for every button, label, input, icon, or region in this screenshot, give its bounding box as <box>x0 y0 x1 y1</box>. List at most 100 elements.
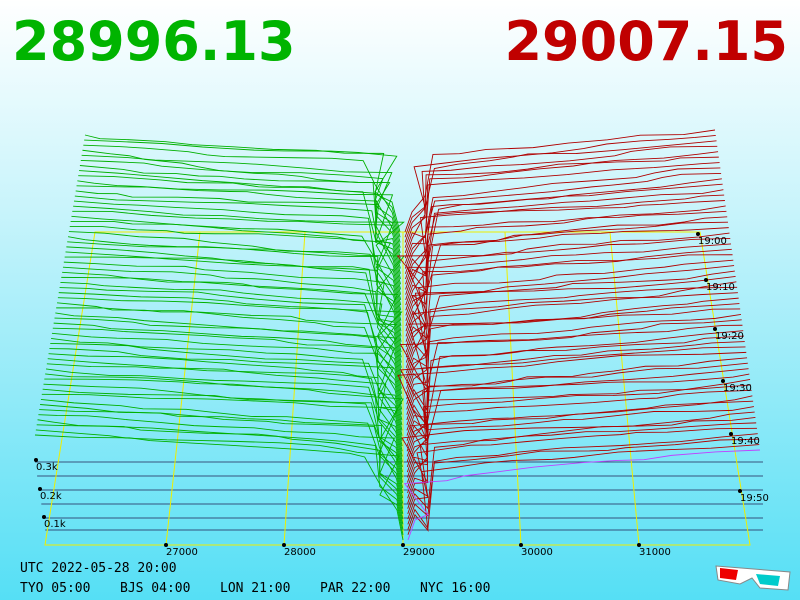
time-tick-label: 19:40 <box>731 436 760 447</box>
bid-line <box>74 195 402 295</box>
bid-line <box>75 190 401 290</box>
price-tick-label: 27000 <box>166 547 198 558</box>
depth-tick-label: 0.1k <box>44 519 66 530</box>
ask-line <box>401 411 755 504</box>
ask-line <box>404 134 716 238</box>
bid-line <box>47 358 403 462</box>
bid-line <box>58 292 403 394</box>
bid-line <box>35 429 404 535</box>
bid-line <box>34 434 404 541</box>
tick-dot <box>738 489 742 493</box>
zone-time: PAR 22:00 <box>320 581 390 596</box>
ask-line <box>406 313 742 412</box>
tick-dot <box>637 543 641 547</box>
bid-line <box>62 271 402 374</box>
bid-line <box>56 302 403 405</box>
ask-line <box>403 449 761 541</box>
floor-line <box>165 231 201 546</box>
tick-dot <box>729 432 733 436</box>
tick-dot <box>713 327 717 331</box>
bid-line <box>36 424 404 530</box>
bid-line <box>60 282 402 384</box>
bid-line <box>84 134 401 233</box>
time-tick-label: 19:20 <box>715 331 744 342</box>
zone-time: TYO 05:00 <box>20 581 90 596</box>
ask-line <box>405 281 737 379</box>
bid-line <box>45 368 403 473</box>
floor-line <box>609 231 640 546</box>
zone-time: LON 21:00 <box>220 581 290 596</box>
time-tick-label: 19:00 <box>698 236 727 247</box>
ask-line <box>406 308 741 405</box>
ask-line <box>407 444 760 535</box>
zone-time: NYC 16:00 <box>420 581 490 596</box>
bid-line <box>84 139 401 238</box>
ask-line <box>406 319 742 415</box>
ask-line <box>407 417 756 509</box>
time-tick-label: 19:10 <box>706 282 735 293</box>
ask-line <box>404 172 722 274</box>
floor-plane <box>44 231 751 546</box>
bid-price: 28996.13 <box>12 10 296 73</box>
ask-line <box>405 194 725 295</box>
bid-line <box>46 363 403 468</box>
price-tick-label: 29000 <box>403 547 435 558</box>
tick-dot <box>519 543 523 547</box>
ask-line <box>399 324 743 421</box>
ask-line <box>400 341 745 436</box>
ask-line <box>405 248 732 347</box>
bid-line <box>39 409 404 514</box>
bid-line <box>38 414 404 520</box>
ask-line <box>405 227 729 327</box>
depth-lines <box>34 129 761 541</box>
utc-time: UTC 2022-05-28 20:00 <box>20 561 177 576</box>
ask-line <box>407 406 754 499</box>
bid-line <box>67 241 402 342</box>
bid-line <box>78 175 401 274</box>
bid-line <box>73 205 405 306</box>
tick-dot <box>704 278 708 282</box>
bid-line <box>48 353 403 457</box>
depth-tick-label: 0.3k <box>36 462 58 473</box>
tick-dot <box>721 379 725 383</box>
bid-line <box>72 210 402 311</box>
tick-dot <box>164 543 168 547</box>
ask-line <box>396 238 731 337</box>
bid-line <box>73 200 402 300</box>
bid-line <box>61 276 402 379</box>
tick-dot <box>42 515 46 519</box>
ask-line <box>405 259 734 358</box>
ask-line <box>405 243 732 342</box>
depth-tick-label: 0.2k <box>40 491 62 502</box>
bid-line <box>42 388 403 494</box>
tick-dot <box>696 232 700 236</box>
price-tick-label: 30000 <box>521 547 553 558</box>
bid-line <box>64 256 402 358</box>
ask-line <box>406 303 740 400</box>
ask-line <box>404 156 719 259</box>
bid-line <box>76 185 401 285</box>
bid-line <box>62 266 402 368</box>
bid-line <box>57 297 403 400</box>
price-tick-label: 31000 <box>639 547 671 558</box>
bid-line <box>53 322 403 426</box>
ask-line <box>406 297 739 394</box>
bid-line <box>44 378 404 483</box>
bid-line <box>83 144 401 243</box>
glasses-icon <box>715 565 791 591</box>
tick-dot <box>34 458 38 462</box>
time-tick-label: 19:30 <box>723 383 752 394</box>
ask-line <box>406 373 750 468</box>
ask-price: 29007.15 <box>504 10 788 73</box>
tick-dot <box>38 487 42 491</box>
bid-line <box>79 165 401 264</box>
zone-time: BJS 04:00 <box>120 581 190 596</box>
ask-line <box>404 162 720 264</box>
axis-labels: 27000 28000 29000 30000 31000 0.3k 0.2k 0.1k 19:… <box>34 232 769 558</box>
ask-line <box>405 270 735 368</box>
bid-line <box>54 317 403 421</box>
price-tick-label: 28000 <box>284 547 316 558</box>
ask-line <box>406 286 738 384</box>
